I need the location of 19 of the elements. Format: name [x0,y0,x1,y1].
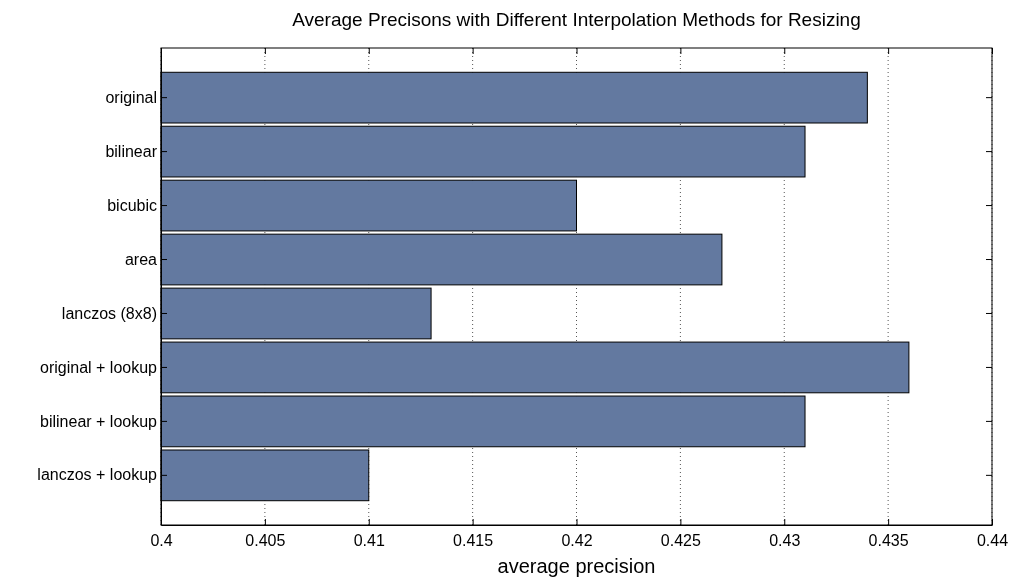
x-tick-label: 0.4 [150,532,173,550]
x-tick-label: 0.41 [353,532,385,550]
y-tick-label: bicubic [107,196,157,214]
y-tick-label: lanczos (8x8) [61,304,157,322]
y-tick-label: area [124,250,158,268]
x-tick-label: 0.42 [561,532,593,550]
x-tick-label: 0.435 [868,532,909,550]
chart-title: Average Precisons with Different Interpolation Methods for Resizing [292,9,861,30]
x-tick-label: 0.425 [660,532,701,550]
x-tick-label: 0.415 [453,532,494,550]
y-tick-label: lanczos + lookup [37,466,158,484]
x-tick-label: 0.44 [976,532,1009,550]
x-tick-label: 0.405 [245,532,286,550]
y-tick-label: original [105,88,157,106]
y-tick-label: bilinear [105,142,158,160]
x-tick-label: 0.43 [769,532,801,550]
x-axis-title: average precision [497,555,656,577]
y-tick-label: original + lookup [40,358,158,376]
y-tick-label: bilinear + lookup [40,412,158,430]
